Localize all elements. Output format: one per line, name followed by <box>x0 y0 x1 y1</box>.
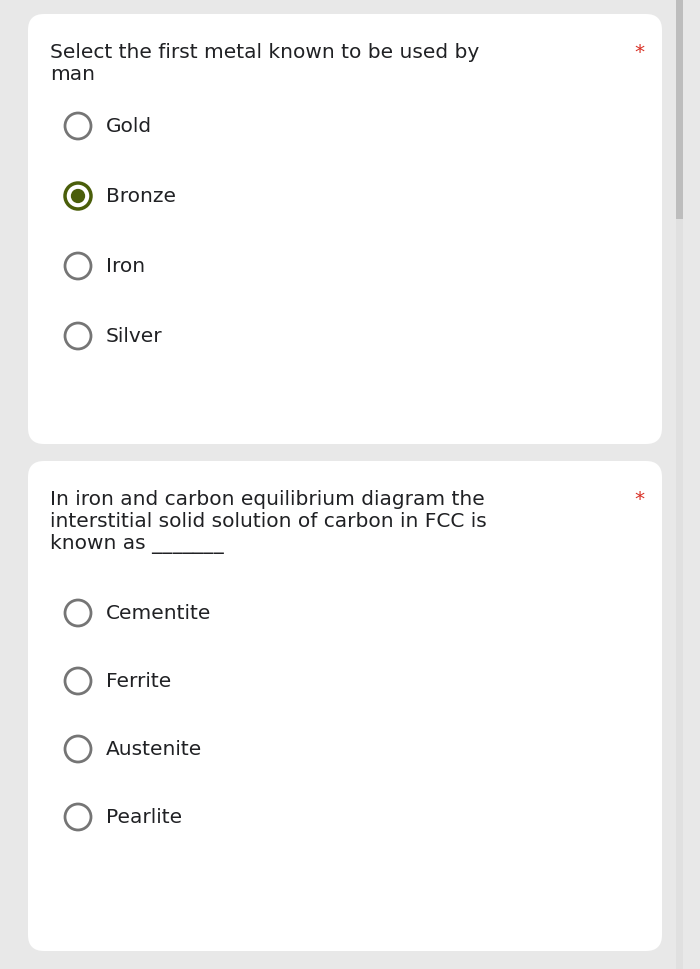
Text: In iron and carbon equilibrium diagram the: In iron and carbon equilibrium diagram t… <box>50 489 484 509</box>
Circle shape <box>65 254 91 280</box>
Circle shape <box>65 324 91 350</box>
Text: Pearlite: Pearlite <box>106 808 182 827</box>
FancyBboxPatch shape <box>28 461 662 951</box>
Bar <box>676 0 683 220</box>
Text: Cementite: Cementite <box>106 604 211 623</box>
Text: *: * <box>634 489 644 509</box>
FancyBboxPatch shape <box>28 15 662 445</box>
Text: man: man <box>50 65 95 84</box>
Text: Austenite: Austenite <box>106 739 202 759</box>
Text: interstitial solid solution of carbon in FCC is: interstitial solid solution of carbon in… <box>50 512 486 530</box>
Text: Ferrite: Ferrite <box>106 672 172 691</box>
Bar <box>676 0 683 969</box>
Circle shape <box>65 114 91 140</box>
Text: Gold: Gold <box>106 117 152 137</box>
Circle shape <box>65 184 91 209</box>
Text: Select the first metal known to be used by: Select the first metal known to be used … <box>50 43 480 62</box>
Circle shape <box>65 669 91 694</box>
Text: Iron: Iron <box>106 257 145 276</box>
Circle shape <box>65 736 91 763</box>
Circle shape <box>65 804 91 830</box>
Text: *: * <box>634 43 644 62</box>
Circle shape <box>65 601 91 626</box>
Circle shape <box>71 190 85 203</box>
Text: Bronze: Bronze <box>106 187 176 206</box>
Text: known as _______: known as _______ <box>50 534 224 553</box>
Text: Silver: Silver <box>106 328 162 346</box>
